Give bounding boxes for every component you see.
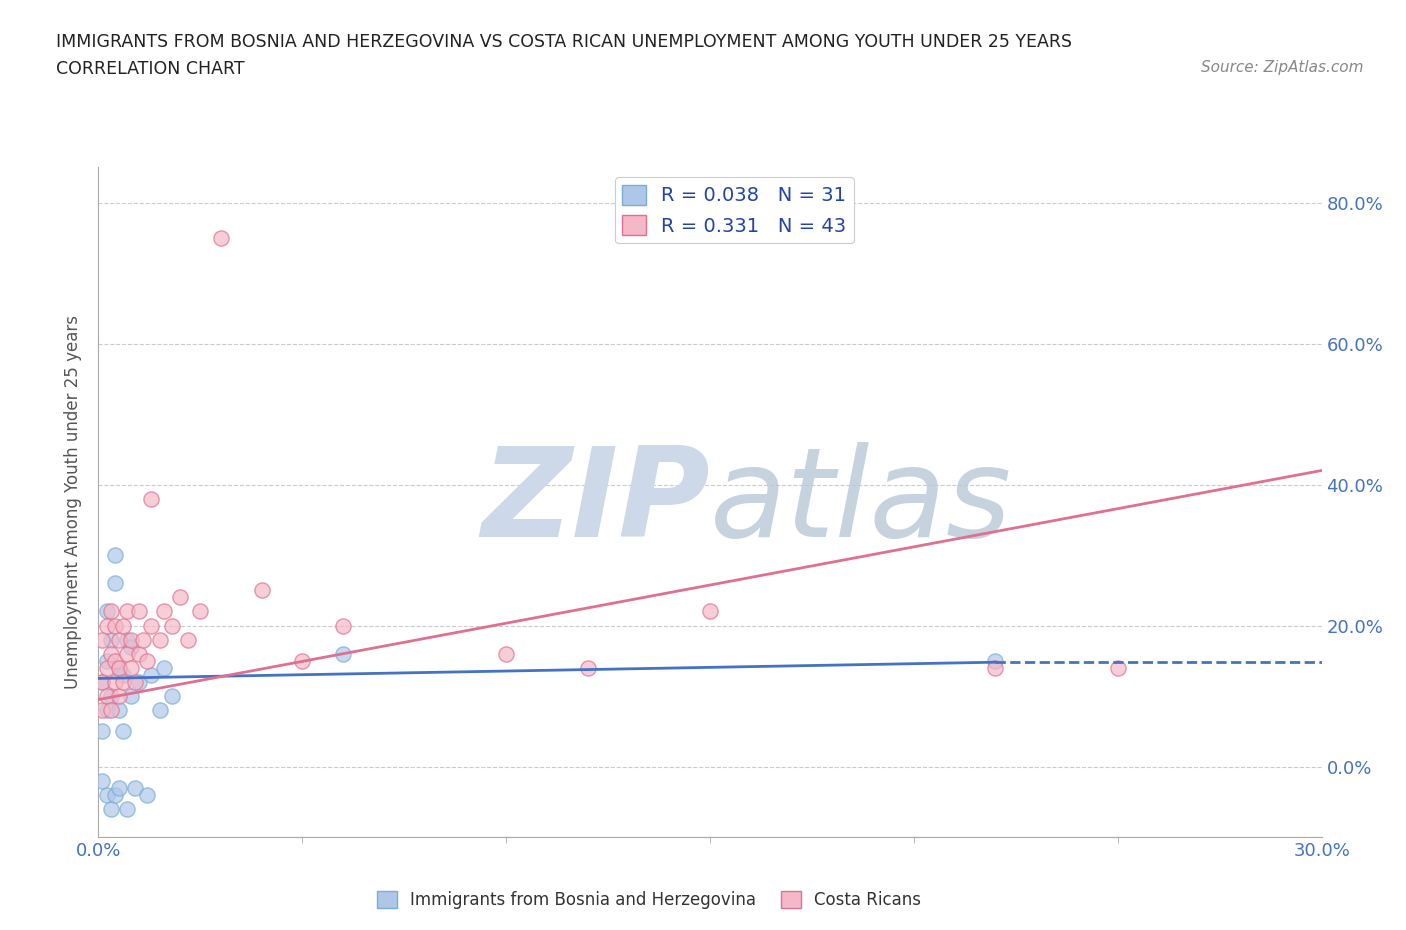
Point xyxy=(115,632,138,647)
Point xyxy=(160,618,183,633)
Point xyxy=(96,618,118,633)
Text: atlas: atlas xyxy=(710,442,1012,563)
Point xyxy=(111,618,134,633)
Point xyxy=(91,773,114,788)
Point xyxy=(96,660,118,675)
Point xyxy=(100,688,122,703)
Point xyxy=(104,674,127,689)
Point xyxy=(91,632,114,647)
Point xyxy=(91,674,114,689)
Point xyxy=(91,674,114,689)
Point xyxy=(96,604,118,618)
Point xyxy=(984,660,1007,675)
Point xyxy=(188,604,212,618)
Point xyxy=(96,688,118,703)
Point xyxy=(124,674,146,689)
Point xyxy=(104,548,127,563)
Point xyxy=(250,583,273,598)
Point xyxy=(120,632,142,647)
Point xyxy=(1107,660,1129,675)
Point xyxy=(291,654,314,669)
Point xyxy=(160,688,183,703)
Point xyxy=(111,724,134,738)
Point xyxy=(152,604,174,618)
Point xyxy=(141,491,163,506)
Point xyxy=(111,674,134,689)
Point xyxy=(108,632,131,647)
Point xyxy=(111,668,134,683)
Point xyxy=(141,618,163,633)
Point xyxy=(100,802,122,817)
Point xyxy=(96,654,118,669)
Point xyxy=(332,618,354,633)
Point xyxy=(108,660,131,675)
Point xyxy=(100,604,122,618)
Point xyxy=(128,604,150,618)
Point xyxy=(120,639,142,654)
Point xyxy=(152,660,174,675)
Point xyxy=(104,654,127,669)
Text: ZIP: ZIP xyxy=(481,442,710,563)
Point xyxy=(141,668,163,683)
Point xyxy=(332,646,354,661)
Point xyxy=(984,654,1007,669)
Point xyxy=(115,802,138,817)
Point xyxy=(128,646,150,661)
Point xyxy=(104,618,127,633)
Point xyxy=(108,660,131,675)
Legend: Immigrants from Bosnia and Herzegovina, Costa Ricans: Immigrants from Bosnia and Herzegovina, … xyxy=(370,884,928,916)
Point xyxy=(209,231,232,246)
Point xyxy=(136,654,159,669)
Point xyxy=(108,703,131,718)
Point xyxy=(100,646,122,661)
Point xyxy=(115,646,138,661)
Point xyxy=(120,688,142,703)
Point xyxy=(96,788,118,803)
Point xyxy=(177,632,200,647)
Point xyxy=(91,703,114,718)
Text: Source: ZipAtlas.com: Source: ZipAtlas.com xyxy=(1201,60,1364,75)
Point xyxy=(91,724,114,738)
Point xyxy=(699,604,721,618)
Point xyxy=(108,780,131,795)
Point xyxy=(128,674,150,689)
Point xyxy=(149,703,172,718)
Point xyxy=(495,646,517,661)
Point xyxy=(576,660,599,675)
Y-axis label: Unemployment Among Youth under 25 years: Unemployment Among Youth under 25 years xyxy=(65,315,83,689)
Text: CORRELATION CHART: CORRELATION CHART xyxy=(56,60,245,78)
Point xyxy=(108,688,131,703)
Point xyxy=(115,604,138,618)
Point xyxy=(100,632,122,647)
Point xyxy=(104,576,127,591)
Point xyxy=(169,590,191,604)
Point xyxy=(132,632,155,647)
Point xyxy=(149,632,172,647)
Point xyxy=(96,703,118,718)
Point xyxy=(120,660,142,675)
Point xyxy=(100,703,122,718)
Text: IMMIGRANTS FROM BOSNIA AND HERZEGOVINA VS COSTA RICAN UNEMPLOYMENT AMONG YOUTH U: IMMIGRANTS FROM BOSNIA AND HERZEGOVINA V… xyxy=(56,33,1073,50)
Point xyxy=(136,788,159,803)
Point xyxy=(124,780,146,795)
Point xyxy=(104,788,127,803)
